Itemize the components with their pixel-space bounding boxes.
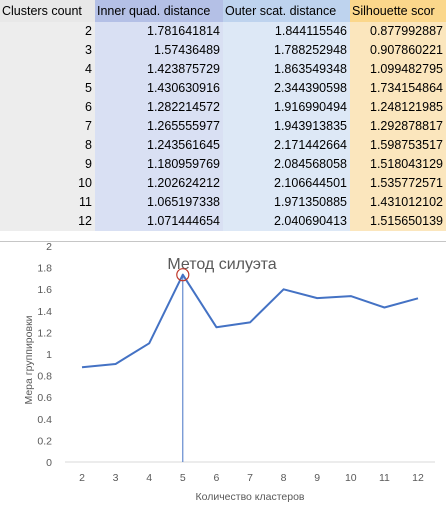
table-header-row: Clusters count Inner quad. distance Oute… — [0, 0, 446, 22]
x-tick-label: 12 — [412, 472, 424, 484]
silhouette-chart[interactable]: Метод силуэта Мера группировки Количеств… — [0, 242, 446, 527]
y-tick-label: 0.8 — [37, 371, 52, 383]
cell-inner-distance[interactable]: 1.282214572 — [95, 98, 223, 117]
cell-inner-distance[interactable]: 1.071444654 — [95, 212, 223, 231]
x-tick-label: 3 — [113, 472, 119, 484]
cell-inner-distance[interactable]: 1.243561645 — [95, 136, 223, 155]
data-table: Clusters count Inner quad. distance Oute… — [0, 0, 446, 231]
series-line[interactable] — [81, 273, 419, 369]
header-clusters-count[interactable]: Clusters count — [0, 0, 95, 22]
cell-inner-distance[interactable]: 1.065197338 — [95, 193, 223, 212]
table-row: 2 1.781641814 1.844115546 0.877992887 — [0, 22, 446, 41]
x-tick-label: 2 — [79, 472, 85, 484]
x-axis-ticks: 2 3 4 5 6 7 8 9 10 11 12 — [79, 472, 424, 484]
x-tick-label: 7 — [247, 472, 253, 484]
cell-silhouette-score[interactable]: 1.431012102 — [350, 193, 446, 212]
cell-outer-distance[interactable]: 1.943913835 — [223, 117, 350, 136]
x-axis-label: Количество кластеров — [195, 491, 304, 503]
x-tick-label: 6 — [213, 472, 219, 484]
y-tick-label: 1.8 — [37, 263, 52, 275]
cell-outer-distance[interactable]: 2.084568058 — [223, 155, 350, 174]
table-row: 5 1.430630916 2.344390598 1.734154864 — [0, 79, 446, 98]
y-axis-label: Мера группировки — [23, 315, 35, 404]
table-row: 9 1.180959769 2.084568058 1.518043129 — [0, 155, 446, 174]
cell-outer-distance[interactable]: 1.971350885 — [223, 193, 350, 212]
cell-outer-distance[interactable]: 1.844115546 — [223, 22, 350, 41]
table-row: 6 1.282214572 1.916990494 1.248121985 — [0, 98, 446, 117]
cell-clusters-count[interactable]: 7 — [0, 117, 95, 136]
spreadsheet-grid: Clusters count Inner quad. distance Oute… — [0, 0, 446, 242]
y-tick-label: 0.4 — [37, 414, 52, 426]
cell-silhouette-score[interactable]: 0.907860221 — [350, 41, 446, 60]
table-row: 3 1.57436489 1.788252948 0.907860221 — [0, 41, 446, 60]
cell-inner-distance[interactable]: 1.423875729 — [95, 60, 223, 79]
cell-outer-distance[interactable]: 2.171442664 — [223, 136, 350, 155]
y-tick-label: 1.2 — [37, 327, 52, 339]
table-row: 7 1.265555977 1.943913835 1.292878817 — [0, 117, 446, 136]
x-tick-label: 10 — [345, 472, 357, 484]
cell-clusters-count[interactable]: 8 — [0, 136, 95, 155]
y-tick-label: 1.4 — [37, 306, 52, 318]
cell-outer-distance[interactable]: 1.788252948 — [223, 41, 350, 60]
header-outer-distance[interactable]: Outer scat. distance — [223, 0, 350, 22]
x-tick-label: 9 — [314, 472, 320, 484]
table-row: 8 1.243561645 2.171442664 1.598753517 — [0, 136, 446, 155]
y-tick-label: 1 — [46, 349, 52, 361]
cell-clusters-count[interactable]: 11 — [0, 193, 95, 212]
y-tick-label: 0 — [46, 457, 52, 469]
cell-silhouette-score[interactable]: 0.877992887 — [350, 22, 446, 41]
x-tick-label: 4 — [146, 472, 152, 484]
highlight-marker — [176, 268, 190, 282]
cell-outer-distance[interactable]: 2.106644501 — [223, 174, 350, 193]
cell-silhouette-score[interactable]: 1.518043129 — [350, 155, 446, 174]
y-tick-label: 1.6 — [37, 284, 52, 296]
cell-inner-distance[interactable]: 1.202624212 — [95, 174, 223, 193]
header-silhouette-score[interactable]: Silhouette scor — [350, 0, 446, 22]
cell-clusters-count[interactable]: 3 — [0, 41, 95, 60]
cell-silhouette-score[interactable]: 1.248121985 — [350, 98, 446, 117]
cell-inner-distance[interactable]: 1.180959769 — [95, 155, 223, 174]
chart-title: Метод силуэта — [167, 256, 276, 273]
x-tick-label: 8 — [281, 472, 287, 484]
table-row: 11 1.065197338 1.971350885 1.431012102 — [0, 193, 446, 212]
table-row: 12 1.071444654 2.040690413 1.515650139 — [0, 212, 446, 231]
table-row: 4 1.423875729 1.863549348 1.099482795 — [0, 60, 446, 79]
cell-inner-distance[interactable]: 1.430630916 — [95, 79, 223, 98]
cell-silhouette-score[interactable]: 1.535772571 — [350, 174, 446, 193]
table-row: 10 1.202624212 2.106644501 1.535772571 — [0, 174, 446, 193]
cell-clusters-count[interactable]: 6 — [0, 98, 95, 117]
y-tick-label: 0.2 — [37, 435, 52, 447]
y-tick-label: 2 — [46, 242, 52, 253]
y-tick-label: 0.6 — [37, 392, 52, 404]
x-tick-label: 11 — [379, 472, 390, 484]
cell-silhouette-score[interactable]: 1.734154864 — [350, 79, 446, 98]
cell-silhouette-score[interactable]: 1.515650139 — [350, 212, 446, 231]
cell-clusters-count[interactable]: 5 — [0, 79, 95, 98]
cell-clusters-count[interactable]: 10 — [0, 174, 95, 193]
cell-outer-distance[interactable]: 2.344390598 — [223, 79, 350, 98]
cell-inner-distance[interactable]: 1.781641814 — [95, 22, 223, 41]
cell-silhouette-score[interactable]: 1.292878817 — [350, 117, 446, 136]
cell-silhouette-score[interactable]: 1.598753517 — [350, 136, 446, 155]
chart-svg: Метод силуэта Мера группировки Количеств… — [23, 242, 435, 503]
y-axis-ticks: 0 0.2 0.4 0.6 0.8 1 1.2 1.4 1.6 1.8 2 — [37, 242, 52, 469]
x-tick-label: 5 — [180, 472, 186, 484]
cell-clusters-count[interactable]: 9 — [0, 155, 95, 174]
cell-clusters-count[interactable]: 4 — [0, 60, 95, 79]
cell-inner-distance[interactable]: 1.265555977 — [95, 117, 223, 136]
cell-clusters-count[interactable]: 12 — [0, 212, 95, 231]
cell-outer-distance[interactable]: 2.040690413 — [223, 212, 350, 231]
cell-inner-distance[interactable]: 1.57436489 — [95, 41, 223, 60]
header-inner-distance[interactable]: Inner quad. distance — [95, 0, 223, 22]
cell-clusters-count[interactable]: 2 — [0, 22, 95, 41]
cell-silhouette-score[interactable]: 1.099482795 — [350, 60, 446, 79]
cell-outer-distance[interactable]: 1.863549348 — [223, 60, 350, 79]
cell-outer-distance[interactable]: 1.916990494 — [223, 98, 350, 117]
